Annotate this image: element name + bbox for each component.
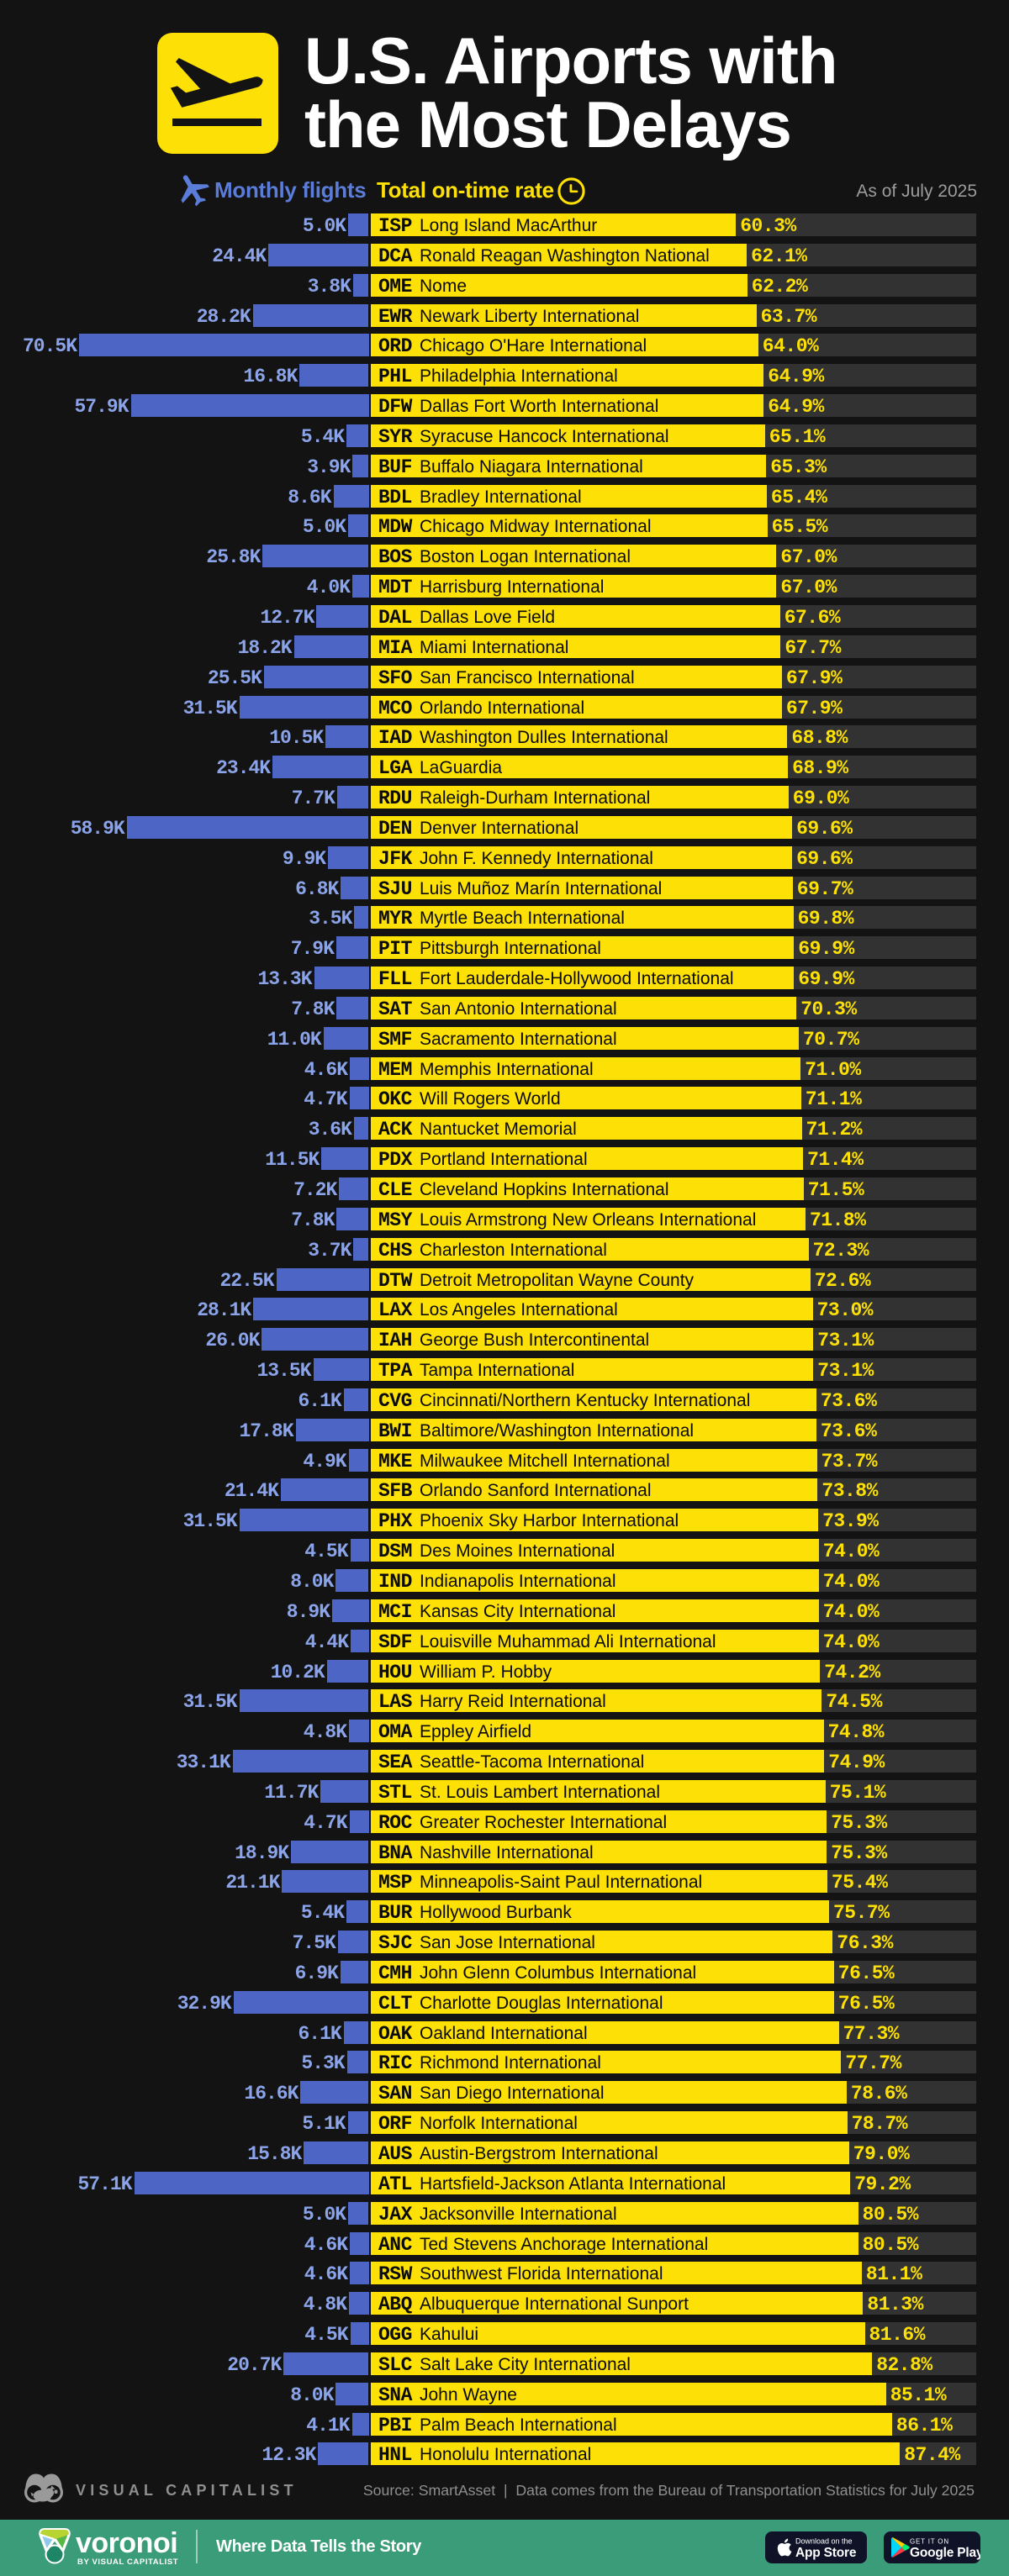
svg-text:GET IT ON: GET IT ON [910, 2538, 949, 2546]
svg-text:App Store: App Store [795, 2546, 857, 2560]
svg-text:Google Play: Google Play [910, 2546, 980, 2560]
svg-text:Download on the: Download on the [795, 2537, 853, 2546]
